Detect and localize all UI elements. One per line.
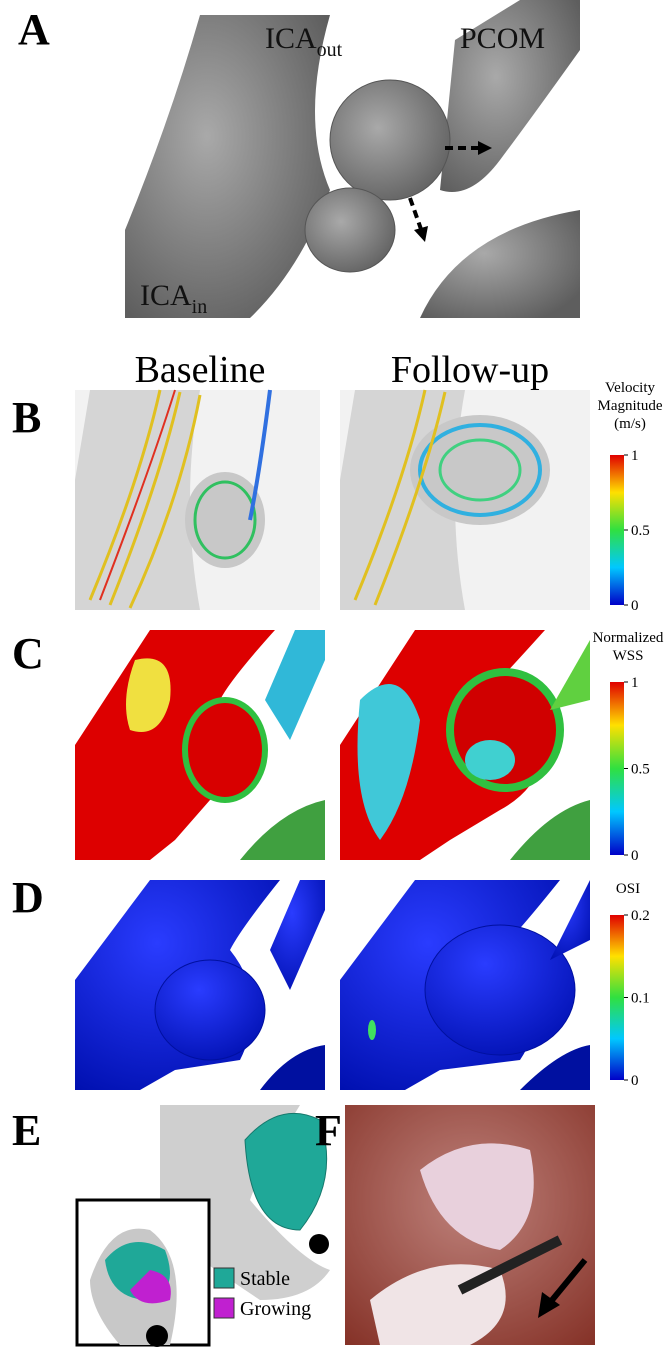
- panel-label: E: [12, 1106, 41, 1155]
- colorbar-tick-label: 0.2: [631, 908, 650, 924]
- wss-render: [75, 630, 590, 860]
- panel-label: A: [18, 5, 50, 54]
- label-main: ICA: [140, 279, 192, 312]
- label-sub: in: [192, 296, 208, 318]
- colorbar-tick-label: 0.5: [631, 762, 650, 778]
- colorbar-title: OSI: [616, 881, 640, 897]
- colorbar-tick-label: 1: [631, 675, 639, 691]
- label-sub: out: [317, 39, 343, 61]
- colorbar-title: Magnitude: [598, 398, 663, 414]
- panel-label: B: [12, 393, 41, 442]
- streamline-render: [75, 390, 590, 610]
- figure: A ICAout PCOM ICAin Baseline Follow-up B…: [0, 0, 668, 1349]
- colorbar-title: (m/s): [614, 416, 646, 432]
- panel-label: D: [12, 873, 44, 922]
- colorbar-tick-label: 0.5: [631, 523, 650, 539]
- legend-swatch: [214, 1268, 234, 1288]
- osi-render: [75, 880, 590, 1090]
- panel-label: F: [315, 1106, 342, 1155]
- legend-label: Stable: [240, 1268, 290, 1290]
- surgical-photo: [345, 1105, 595, 1345]
- colorbar-title: WSS: [613, 648, 644, 664]
- label-main: ICA: [265, 22, 317, 55]
- colorbar-tick-label: 1: [631, 448, 639, 464]
- colorbar: [610, 455, 624, 605]
- legend-swatch: [214, 1298, 234, 1318]
- column-title: Follow-up: [391, 349, 549, 391]
- colorbar-title: Normalized: [593, 630, 664, 646]
- vessel-label: PCOM: [460, 22, 545, 55]
- colorbar-tick-label: 0: [631, 848, 639, 864]
- colorbar: [610, 915, 624, 1080]
- legend-label: Growing: [240, 1298, 311, 1320]
- panel-label: C: [12, 629, 44, 678]
- colorbar-tick-label: 0.1: [631, 991, 650, 1007]
- colorbar-tick-label: 0: [631, 1073, 639, 1089]
- column-title: Baseline: [135, 349, 266, 391]
- colorbar: [610, 682, 624, 855]
- colorbar-title: Velocity: [605, 380, 655, 396]
- colorbars: Velocity Magnitude (m/s) 1 0.5 0 Normalized WSS…: [593, 380, 664, 1089]
- colorbar-tick-label: 0: [631, 598, 639, 614]
